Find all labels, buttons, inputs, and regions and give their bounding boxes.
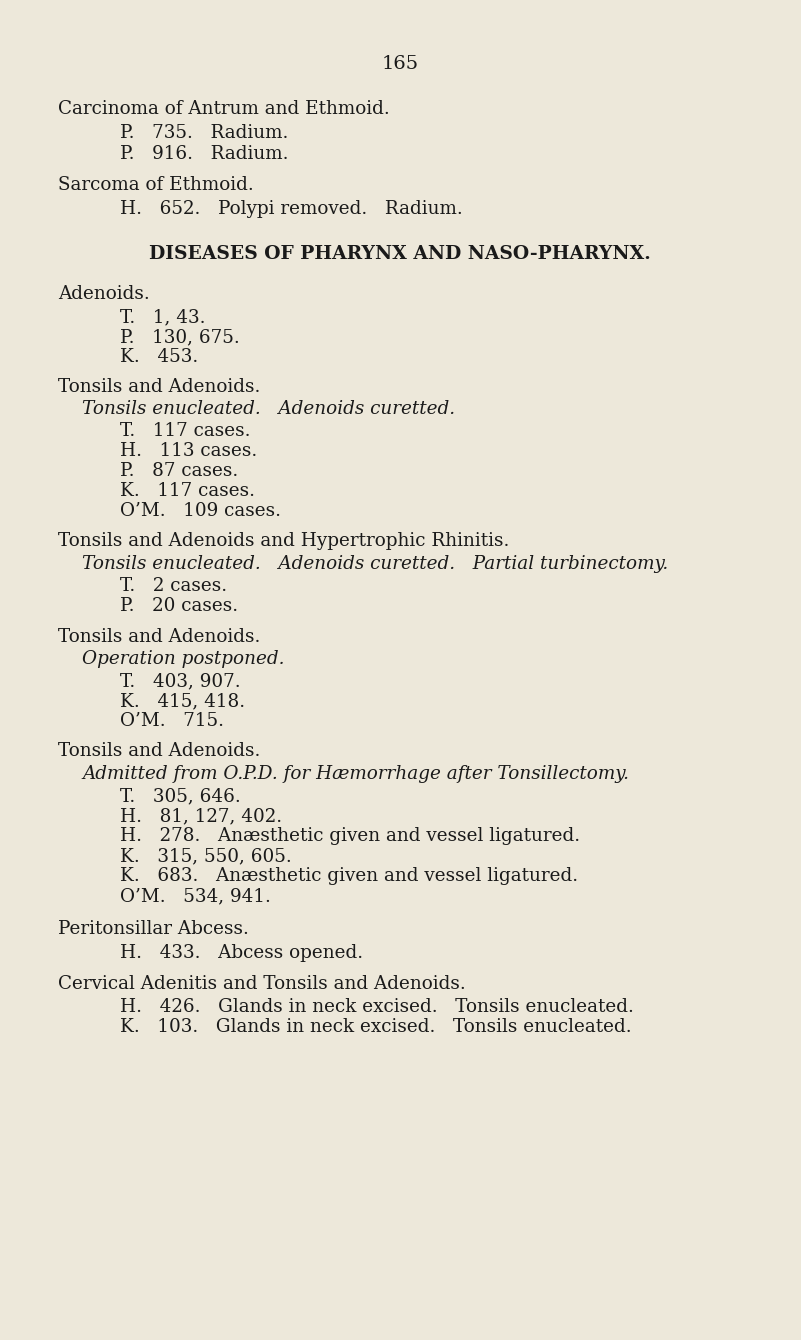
Text: P.   87 cases.: P. 87 cases.	[120, 462, 238, 480]
Text: P.   20 cases.: P. 20 cases.	[120, 598, 238, 615]
Text: H.   278.   Anæsthetic given and vessel ligatured.: H. 278. Anæsthetic given and vessel liga…	[120, 827, 580, 846]
Text: T.   117 cases.: T. 117 cases.	[120, 422, 251, 440]
Text: Tonsils and Adenoids.: Tonsils and Adenoids.	[58, 378, 260, 397]
Text: H.   113 cases.: H. 113 cases.	[120, 442, 257, 460]
Text: Tonsils and Adenoids and Hypertrophic Rhinitis.: Tonsils and Adenoids and Hypertrophic Rh…	[58, 532, 509, 549]
Text: H.   81, 127, 402.: H. 81, 127, 402.	[120, 807, 282, 825]
Text: H.   652.   Polypi removed.   Radium.: H. 652. Polypi removed. Radium.	[120, 200, 463, 218]
Text: Operation postponed.: Operation postponed.	[82, 650, 284, 669]
Text: O’M.   109 cases.: O’M. 109 cases.	[120, 502, 281, 520]
Text: P.   130, 675.: P. 130, 675.	[120, 328, 239, 346]
Text: K.   683.   Anæsthetic given and vessel ligatured.: K. 683. Anæsthetic given and vessel liga…	[120, 867, 578, 884]
Text: Tonsils and Adenoids.: Tonsils and Adenoids.	[58, 742, 260, 760]
Text: K.   315, 550, 605.: K. 315, 550, 605.	[120, 847, 292, 866]
Text: Sarcoma of Ethmoid.: Sarcoma of Ethmoid.	[58, 176, 254, 194]
Text: K.   415, 418.: K. 415, 418.	[120, 691, 245, 710]
Text: H.   433.   Abcess opened.: H. 433. Abcess opened.	[120, 943, 363, 962]
Text: Adenoids.: Adenoids.	[58, 285, 150, 303]
Text: P.   916.   Radium.: P. 916. Radium.	[120, 145, 288, 163]
Text: T.   2 cases.: T. 2 cases.	[120, 578, 227, 595]
Text: Peritonsillar Abcess.: Peritonsillar Abcess.	[58, 921, 249, 938]
Text: Tonsils and Adenoids.: Tonsils and Adenoids.	[58, 628, 260, 646]
Text: Tonsils enucleated.   Adenoids curetted.   Partial turbinectomy.: Tonsils enucleated. Adenoids curetted. P…	[82, 555, 668, 574]
Text: K.   453.: K. 453.	[120, 348, 199, 366]
Text: O’M.   534, 941.: O’M. 534, 941.	[120, 887, 271, 904]
Text: 165: 165	[381, 55, 419, 72]
Text: T.   403, 907.: T. 403, 907.	[120, 671, 240, 690]
Text: P.   735.   Radium.: P. 735. Radium.	[120, 125, 288, 142]
Text: Tonsils enucleated.   Adenoids curetted.: Tonsils enucleated. Adenoids curetted.	[82, 401, 455, 418]
Text: H.   426.   Glands in neck excised.   Tonsils enucleated.: H. 426. Glands in neck excised. Tonsils …	[120, 998, 634, 1016]
Text: T.   305, 646.: T. 305, 646.	[120, 787, 241, 805]
Text: O’M.   715.: O’M. 715.	[120, 712, 224, 730]
Text: Admitted from O.P.D. for Hæmorrhage after Tonsillectomy.: Admitted from O.P.D. for Hæmorrhage afte…	[82, 765, 629, 783]
Text: K.   103.   Glands in neck excised.   Tonsils enucleated.: K. 103. Glands in neck excised. Tonsils …	[120, 1018, 632, 1036]
Text: DISEASES OF PHARYNX AND NASO-PHARYNX.: DISEASES OF PHARYNX AND NASO-PHARYNX.	[149, 245, 651, 263]
Text: Carcinoma of Antrum and Ethmoid.: Carcinoma of Antrum and Ethmoid.	[58, 100, 390, 118]
Text: K.   117 cases.: K. 117 cases.	[120, 482, 255, 500]
Text: Cervical Adenitis and Tonsils and Adenoids.: Cervical Adenitis and Tonsils and Adenoi…	[58, 976, 465, 993]
Text: T.   1, 43.: T. 1, 43.	[120, 308, 206, 326]
